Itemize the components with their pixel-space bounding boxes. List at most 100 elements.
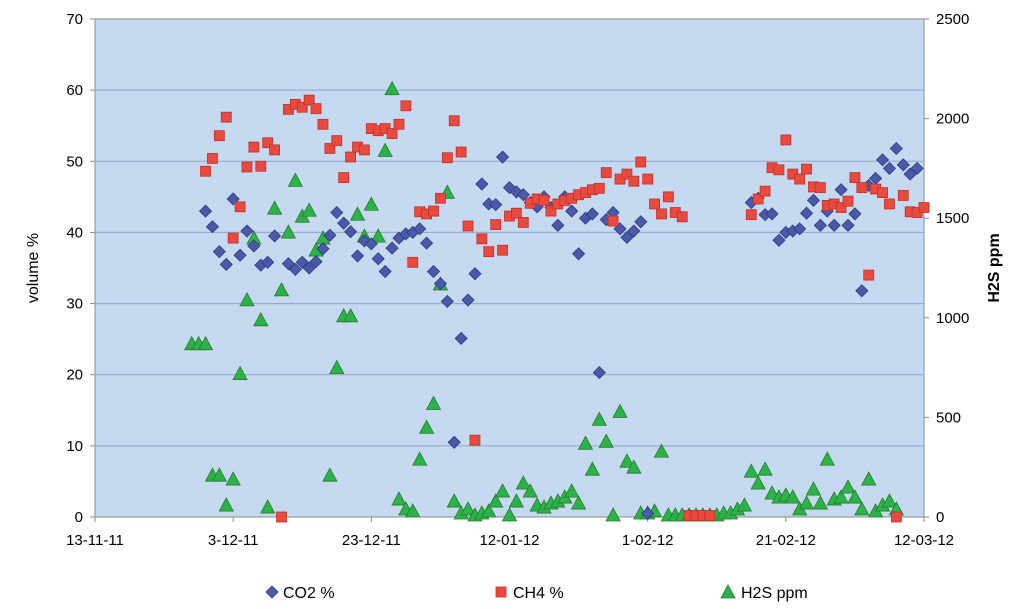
h2s-point <box>370 228 386 243</box>
x-tick-label: 13-11-11 <box>66 532 124 549</box>
h2s-point <box>322 467 338 482</box>
ch4-point <box>317 118 329 130</box>
h2s-point <box>232 365 248 380</box>
x-tick-label: 12-01-12 <box>479 532 539 549</box>
ch4-point <box>635 156 647 168</box>
co2-point <box>302 261 316 275</box>
co2-point <box>910 161 924 175</box>
ch4-point <box>863 269 875 281</box>
ch4-point <box>607 215 619 227</box>
h2s-point <box>363 196 380 211</box>
ch4-point <box>400 100 412 112</box>
co2-point <box>281 257 295 271</box>
y2-tick-label: 1000 <box>936 310 969 327</box>
co2-point <box>288 262 302 276</box>
x-axis-ticks: 13-11-11 3-12-11 23-12-11 12-01-12 1-02-12 21… <box>66 517 954 549</box>
x-tick-label: 21-02-12 <box>756 532 816 549</box>
h2s-point <box>280 224 297 239</box>
h2s-point <box>591 411 607 426</box>
co2-point <box>799 206 814 220</box>
ch4-point <box>545 205 557 217</box>
co2-point <box>855 284 869 298</box>
h2s-point <box>273 282 290 297</box>
co2-point <box>385 241 399 255</box>
ch4-point <box>801 163 812 175</box>
ch4-point <box>835 202 847 213</box>
h2s-point <box>564 483 580 498</box>
ch4-point <box>476 233 488 245</box>
ch4-point <box>814 182 826 194</box>
co2-point <box>364 237 378 251</box>
y-tick-label: 0 <box>75 509 83 526</box>
legend-marker-co2 <box>265 585 279 599</box>
y-tick-label: 70 <box>66 11 83 28</box>
h2s-point <box>819 451 835 466</box>
co2-point <box>323 228 337 242</box>
h2s-point <box>425 395 442 410</box>
co2-point <box>344 225 358 239</box>
y-tick-label: 30 <box>66 296 83 313</box>
y2-tick-label: 2500 <box>936 11 969 28</box>
h2s-point <box>798 495 815 510</box>
co2-point <box>413 222 427 236</box>
ch4-point <box>511 207 522 219</box>
h2s-point <box>218 497 234 512</box>
y2-tick-label: 2000 <box>936 111 969 128</box>
co2-point <box>841 218 855 232</box>
co2-point <box>551 218 565 232</box>
co2-point <box>420 236 434 250</box>
y-axis-title: volume % <box>25 233 42 303</box>
h2s-point <box>757 461 773 476</box>
h2s-point <box>239 292 255 307</box>
h2s-point <box>577 435 594 450</box>
ch4-point <box>359 144 370 156</box>
co2-point <box>889 141 903 156</box>
h2s-point <box>570 495 587 510</box>
h2s-point <box>225 471 241 486</box>
co2-point <box>371 252 385 266</box>
ch4-point <box>338 172 350 184</box>
h2s-point <box>253 311 269 327</box>
ch4-point <box>435 192 446 204</box>
h2s-point <box>840 479 856 494</box>
ch4-point <box>676 211 688 223</box>
h2s-point <box>418 419 435 434</box>
co2-point <box>592 366 606 380</box>
co2-point <box>205 220 220 234</box>
ch4-point <box>331 135 343 147</box>
co2-point <box>447 435 461 449</box>
x-tick-label: 1-02-12 <box>622 532 674 549</box>
ch4-point <box>538 195 550 206</box>
ch4-point <box>483 246 495 258</box>
co2-point <box>516 188 530 202</box>
y2-tick-label: 1500 <box>936 210 969 227</box>
legend-label-ch4: CH4 % <box>513 585 564 602</box>
ch4-point <box>276 511 287 523</box>
h2s-point <box>391 491 407 506</box>
ch4-point <box>255 160 267 172</box>
co2-point <box>426 264 441 279</box>
y2-axis-title: H2S ppm <box>986 233 1003 302</box>
ch4-point <box>234 201 246 213</box>
ch4-point <box>393 118 405 130</box>
h2s-point <box>211 467 228 482</box>
co2-point <box>309 255 323 269</box>
h2s-point <box>612 403 628 418</box>
ch4-point <box>310 103 322 115</box>
co2-point <box>585 207 599 221</box>
legend-marker-ch4 <box>495 586 507 598</box>
h2s-point <box>329 359 345 374</box>
co2-point <box>502 181 517 195</box>
y-tick-label: 20 <box>66 367 83 384</box>
ch4-point <box>241 161 253 173</box>
co2-point <box>496 150 510 164</box>
co2-point <box>240 224 254 238</box>
co2-point <box>233 248 247 262</box>
h2s-point <box>812 495 829 510</box>
co2-point <box>882 161 897 175</box>
co2-point <box>433 277 447 291</box>
y2-tick-label: 0 <box>936 509 944 526</box>
co2-point <box>212 245 226 259</box>
ch4-point <box>856 182 868 194</box>
